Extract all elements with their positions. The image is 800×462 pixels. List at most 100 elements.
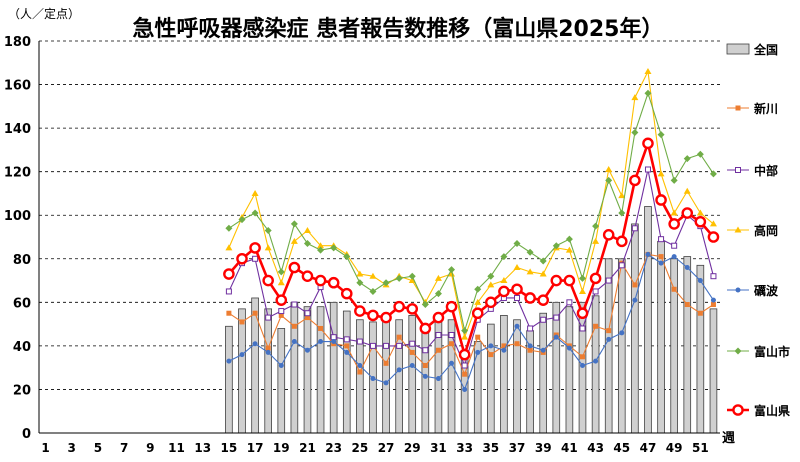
data-point [592, 288, 599, 295]
legend-marker [735, 167, 741, 173]
bar-zenkoku [238, 308, 246, 434]
data-point [513, 263, 521, 270]
x-tick-label: 15 [221, 441, 238, 455]
x-tick-label: 21 [299, 441, 316, 455]
data-point [618, 262, 625, 269]
data-point [474, 298, 482, 305]
data-point [421, 301, 429, 309]
data-point [304, 315, 310, 321]
data-point [340, 287, 353, 300]
data-point [409, 362, 415, 368]
data-point [629, 174, 641, 187]
x-tick-label: 25 [352, 441, 369, 455]
data-point [448, 266, 456, 274]
legend-label: 富山県 [754, 403, 790, 418]
data-point [658, 254, 664, 260]
data-point [314, 274, 327, 287]
y-tick-label: 0 [22, 427, 31, 442]
bar-zenkoku [644, 206, 652, 434]
bar-zenkoku [539, 312, 548, 434]
data-point [563, 274, 576, 287]
data-point [265, 314, 272, 321]
data-point [487, 272, 495, 280]
data-point [526, 268, 534, 275]
bar-zenkoku [552, 301, 561, 434]
data-point [277, 268, 285, 276]
data-point [514, 341, 520, 347]
data-point [422, 347, 429, 354]
data-point [696, 209, 704, 216]
data-point [252, 310, 258, 316]
data-point [697, 278, 703, 284]
data-point [710, 302, 716, 308]
x-tick-label: 17 [247, 441, 264, 455]
bar-zenkoku [670, 258, 678, 434]
y-tick-label: 140 [4, 122, 31, 137]
data-point [576, 307, 589, 320]
legend-marker [734, 226, 742, 233]
data-point [435, 347, 441, 353]
data-point [408, 277, 416, 284]
data-point [671, 242, 678, 249]
data-point [707, 231, 720, 243]
data-point [393, 300, 405, 313]
data-point [252, 255, 259, 262]
data-point [527, 325, 534, 332]
data-point [500, 277, 508, 284]
x-tick-label: 9 [146, 441, 154, 455]
data-point [632, 297, 638, 303]
data-point [382, 279, 390, 287]
data-point [683, 187, 691, 194]
y-tick-label: 80 [13, 253, 31, 268]
data-point [605, 165, 613, 172]
data-point [527, 343, 533, 349]
data-point [290, 220, 298, 228]
data-point [684, 264, 690, 270]
data-point [290, 237, 298, 244]
x-axis-unit: 週 [722, 431, 735, 446]
data-point [578, 287, 586, 294]
data-point [409, 349, 415, 355]
bar-zenkoku [487, 323, 495, 434]
y-tick-label: 180 [4, 35, 31, 50]
data-point [303, 226, 311, 233]
data-point [265, 345, 271, 351]
data-point [291, 339, 297, 345]
data-point [435, 376, 441, 382]
y-tick-label: 100 [4, 209, 31, 224]
data-point [526, 248, 534, 256]
x-tick-label: 45 [613, 441, 630, 455]
data-point [474, 285, 482, 293]
legend-marker [734, 347, 742, 355]
data-point [330, 244, 338, 252]
y-tick-label: 120 [4, 166, 31, 181]
data-point [540, 316, 547, 323]
data-point [671, 286, 677, 292]
legend-label: 高岡 [754, 223, 778, 238]
data-point [605, 277, 612, 284]
data-point [419, 322, 432, 335]
x-tick-label: 13 [194, 441, 211, 455]
legend-marker [735, 287, 741, 293]
data-point [694, 215, 707, 228]
data-point [668, 218, 680, 230]
data-point [356, 338, 363, 345]
data-point [396, 342, 403, 349]
legend-swatch [726, 43, 750, 55]
legend-label: 富山市 [754, 344, 790, 359]
bar-zenkoku [356, 319, 364, 434]
data-point [226, 358, 232, 364]
data-point [370, 376, 376, 382]
data-point [275, 294, 288, 306]
data-point [501, 343, 507, 349]
y-tick-label: 20 [13, 383, 31, 398]
x-axis-ticks: 1 3 5 7 9 11 13 15 17 19 21 23 25 27 29 31 33 35 37 39 41 43 4… [41, 441, 708, 455]
data-point [331, 339, 337, 345]
series-5 [223, 137, 720, 361]
data-point [475, 334, 481, 340]
data-point [291, 323, 297, 329]
data-point [238, 216, 246, 224]
data-point [277, 279, 285, 286]
y-axis-ticks: 0 20 40 60 80 100 120 140 160 180 [4, 35, 31, 442]
